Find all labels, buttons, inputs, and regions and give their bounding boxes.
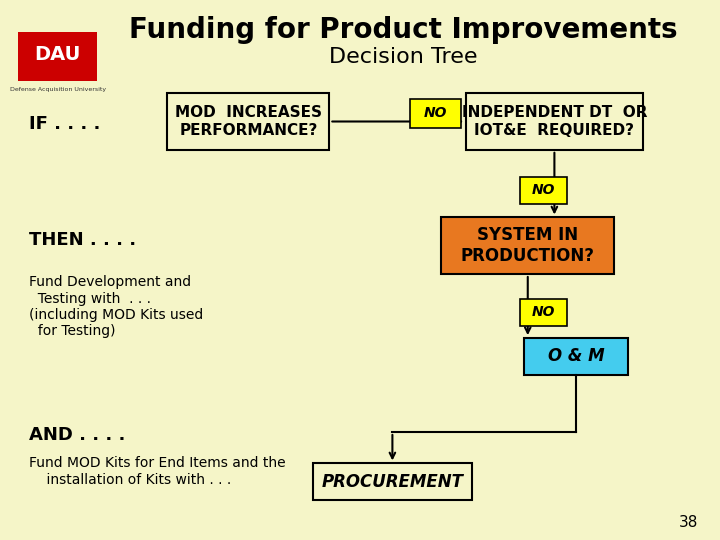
FancyBboxPatch shape [521,177,567,204]
Text: Fund Development and
  Testing with  . . .
(including MOD Kits used
  for Testin: Fund Development and Testing with . . . … [29,275,203,338]
Text: MOD  INCREASES
PERFORMANCE?: MOD INCREASES PERFORMANCE? [175,105,322,138]
FancyBboxPatch shape [167,93,330,150]
FancyBboxPatch shape [18,32,97,81]
Text: Funding for Product Improvements: Funding for Product Improvements [129,16,678,44]
Text: AND . . . .: AND . . . . [29,426,125,444]
Text: NO: NO [532,183,555,197]
FancyBboxPatch shape [467,93,643,150]
FancyBboxPatch shape [313,463,472,500]
FancyBboxPatch shape [441,217,614,274]
FancyBboxPatch shape [524,338,628,375]
FancyBboxPatch shape [521,299,567,326]
Text: NO: NO [424,106,447,120]
Text: THEN . . . .: THEN . . . . [29,231,136,249]
Text: SYSTEM IN
PRODUCTION?: SYSTEM IN PRODUCTION? [461,226,595,265]
Text: O & M: O & M [548,347,604,366]
Text: Decision Tree: Decision Tree [329,46,477,67]
Text: PROCUREMENT: PROCUREMENT [321,472,464,491]
Text: Fund MOD Kits for End Items and the
    installation of Kits with . . .: Fund MOD Kits for End Items and the inst… [29,456,285,487]
Text: NO: NO [532,305,555,319]
Text: Defense Acquisition University: Defense Acquisition University [9,87,106,92]
FancyBboxPatch shape [410,98,461,128]
Text: DAU: DAU [35,44,81,64]
Text: INDEPENDENT DT  OR
IOT&E  REQUIRED?: INDEPENDENT DT OR IOT&E REQUIRED? [462,105,647,138]
Text: 38: 38 [679,515,698,530]
Text: IF . . . .: IF . . . . [29,115,100,133]
